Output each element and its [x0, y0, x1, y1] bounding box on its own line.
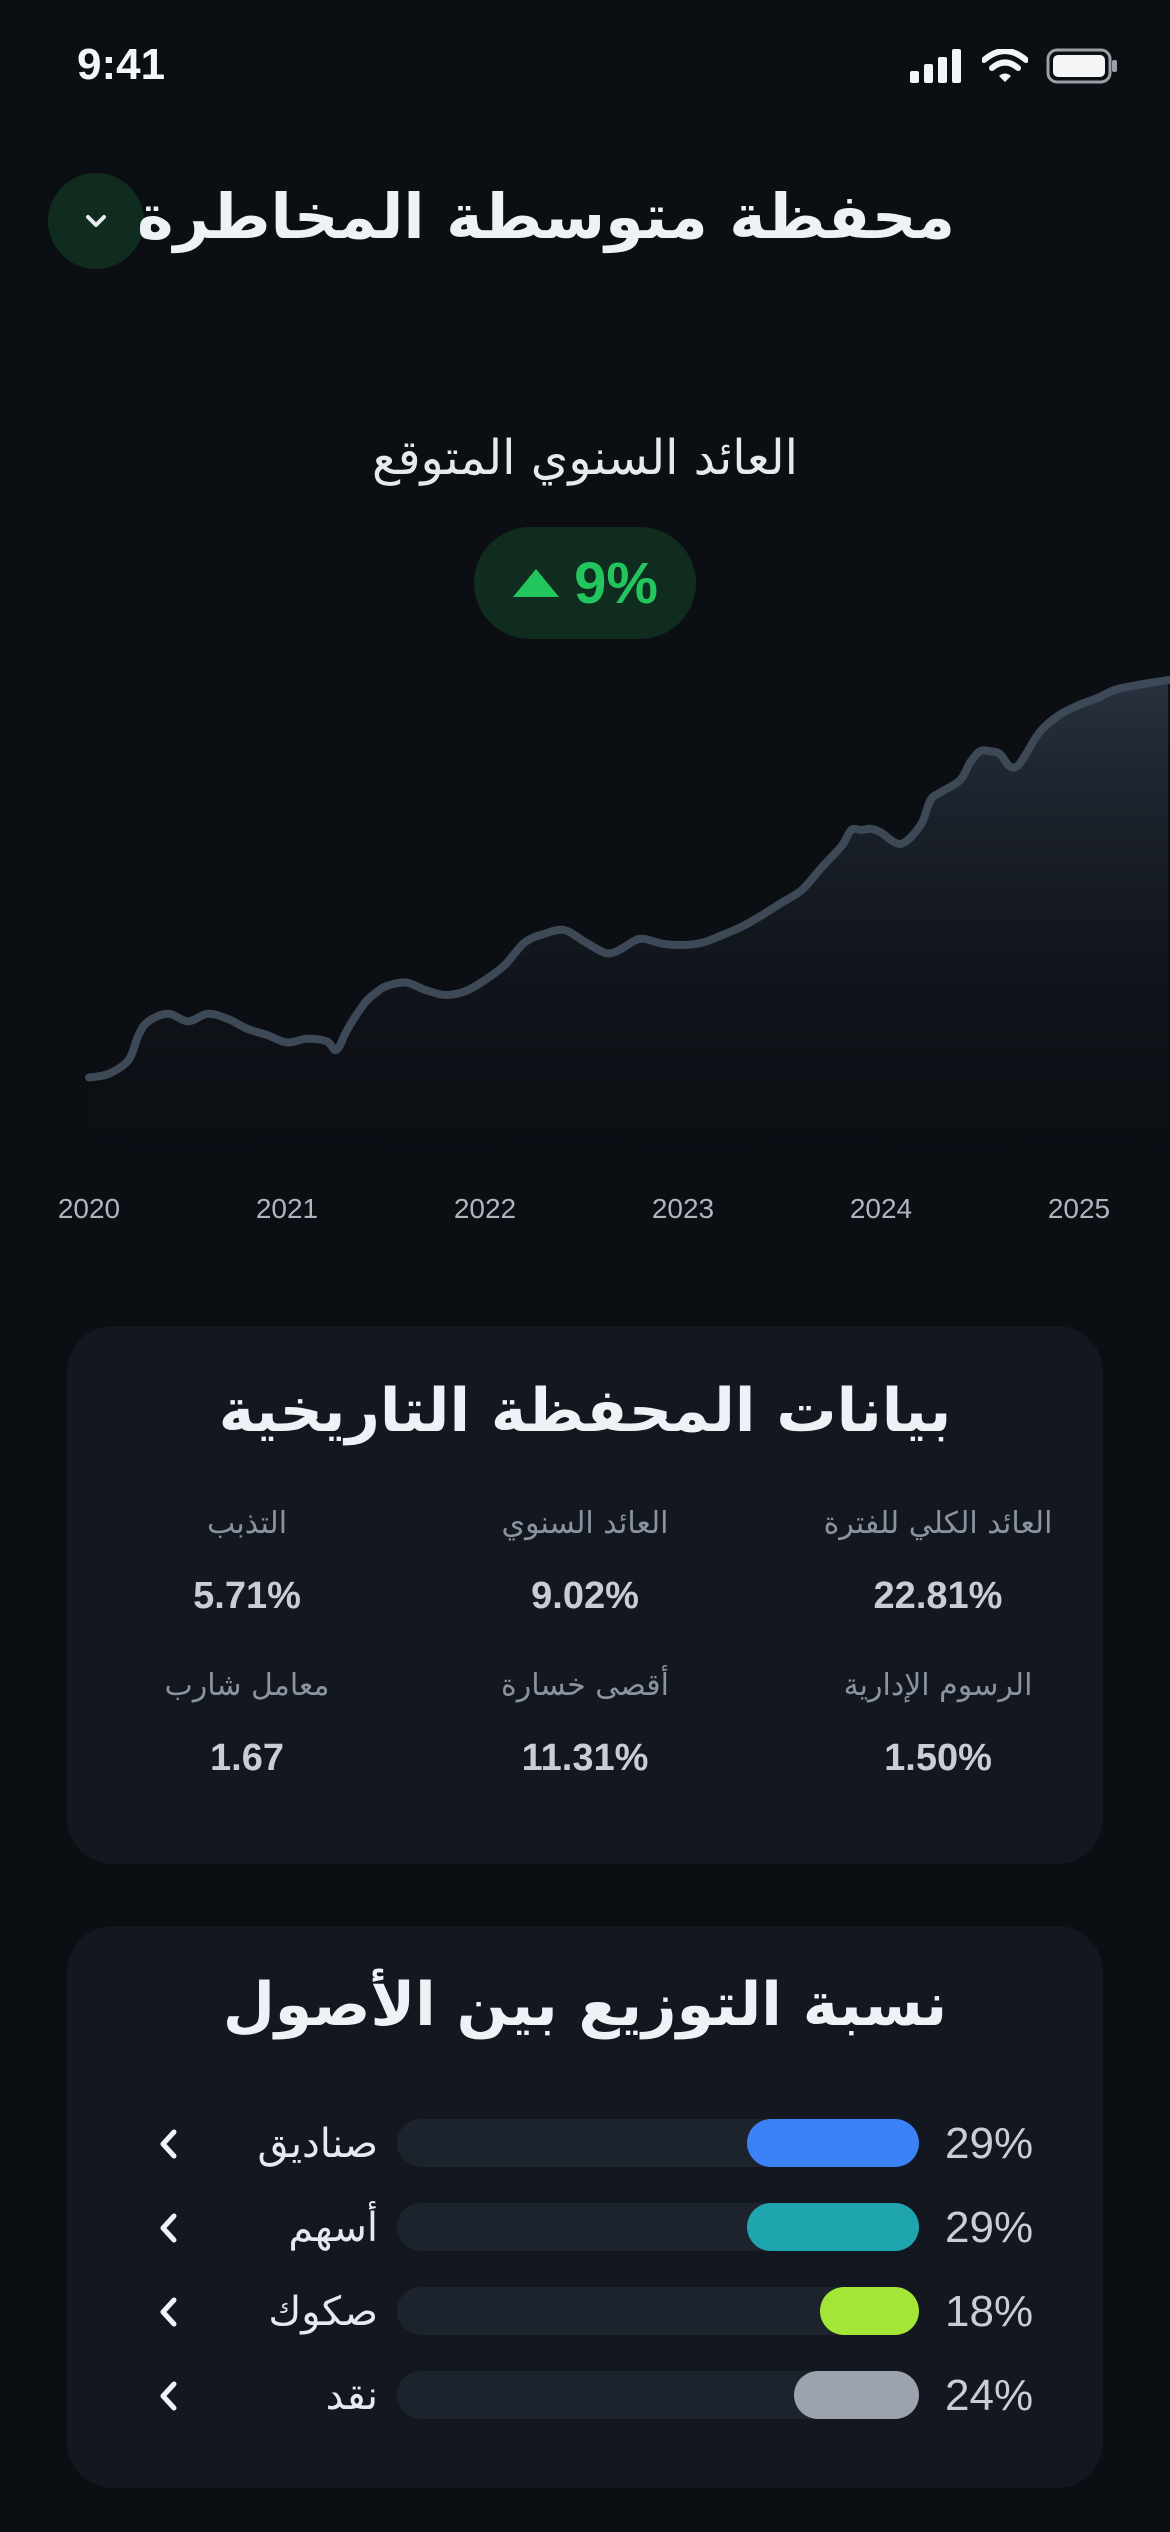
allocation-name: صناديق: [257, 2121, 378, 2167]
stat-value: 11.31%: [521, 1737, 649, 1779]
x-tick-label: 2023: [652, 1193, 714, 1224]
status-icons: [910, 48, 1118, 84]
stat-management-fees: الرسوم الإدارية 1.50%: [773, 1668, 1103, 1780]
signal-icon: [910, 49, 961, 83]
x-tick-label: 2020: [58, 1193, 120, 1224]
allocation-bar-track: [397, 2203, 919, 2251]
collapse-button[interactable]: [48, 173, 144, 269]
chevron-left-icon: [160, 2297, 177, 2327]
chevron-down-icon: [86, 215, 106, 227]
chart-series-line: [85, 676, 1170, 1082]
stat-label: الرسوم الإدارية: [843, 1668, 1033, 1703]
allocation-name: أسهم: [288, 2205, 378, 2251]
stat-value: 22.81%: [873, 1575, 1003, 1617]
history-card: بيانات المحفظة التاريخية العائد الكلي لل…: [67, 1326, 1103, 1864]
battery-icon: [1046, 48, 1117, 84]
allocation-name: صكوك: [268, 2289, 378, 2335]
chevron-left-icon: [160, 2381, 177, 2411]
header: محفظة متوسطة المخاطرة: [0, 170, 1170, 270]
stat-total-return: العائد الكلي للفترة 22.81%: [773, 1506, 1103, 1618]
allocation-card: نسبة التوزيع بين الأصول صناديق 29% أسهم …: [67, 1926, 1103, 2488]
stat-max-drawdown: أقصى خسارة 11.31%: [420, 1668, 750, 1780]
stat-value: 9.02%: [531, 1575, 639, 1617]
x-tick-label: 2025: [1048, 1193, 1110, 1224]
history-title: بيانات المحفظة التاريخية: [218, 1376, 952, 1446]
allocation-bar-track: [397, 2287, 919, 2335]
stat-label: التذبب: [206, 1506, 288, 1541]
stat-label: أقصى خسارة: [501, 1668, 669, 1703]
x-tick-label: 2021: [256, 1193, 318, 1224]
allocation-bar-fill: [746, 2119, 919, 2167]
allocation-row-stocks[interactable]: أسهم 29%: [67, 2198, 1103, 2258]
allocation-title: نسبة التوزيع بين الأصول: [222, 1970, 948, 2040]
chart-area-fill: [89, 680, 1169, 1200]
stat-value: 5.71%: [193, 1575, 301, 1617]
wifi-icon: [982, 49, 1028, 82]
expected-return-value: 9%: [574, 550, 658, 616]
allocation-row-cash[interactable]: نقد 24%: [67, 2366, 1103, 2426]
allocation-bar-fill: [793, 2371, 919, 2419]
stat-volatility: التذبب 5.71%: [82, 1506, 412, 1618]
stat-sharpe-ratio: معامل شارب 1.67: [82, 1668, 412, 1780]
stat-annual-return: العائد السنوي 9.02%: [420, 1506, 750, 1618]
performance-chart: 2020 2021 2022 2023 2024 2025: [58, 676, 1170, 1224]
x-tick-label: 2024: [850, 1193, 912, 1224]
stat-value: 1.67: [210, 1737, 284, 1779]
allocation-percent: 18%: [945, 2287, 1034, 2336]
allocation-bar-fill: [819, 2287, 919, 2335]
allocation-name: نقد: [325, 2373, 378, 2419]
chevron-left-icon: [160, 2213, 177, 2243]
x-tick-label: 2022: [454, 1193, 516, 1224]
page-title: محفظة متوسطة المخاطرة: [136, 180, 955, 253]
expected-return-label: العائد السنوي المتوقع: [372, 430, 798, 486]
stat-label: معامل شارب: [164, 1668, 330, 1703]
expected-return-badge: 9%: [474, 527, 696, 639]
allocation-percent: 29%: [945, 2119, 1034, 2168]
allocation-row-sukuk[interactable]: صكوك 18%: [67, 2282, 1103, 2342]
allocation-row-funds[interactable]: صناديق 29%: [67, 2114, 1103, 2174]
allocation-bar-track: [397, 2371, 919, 2419]
triangle-up-icon: [513, 569, 560, 597]
stat-label: العائد السنوي: [501, 1506, 669, 1541]
stat-value: 1.50%: [884, 1737, 992, 1779]
chevron-left-icon: [160, 2129, 177, 2159]
allocation-percent: 29%: [945, 2203, 1034, 2252]
status-bar: 9:41: [0, 0, 1170, 130]
allocation-bar-track: [397, 2119, 919, 2167]
allocation-bar-fill: [746, 2203, 919, 2251]
status-time: 9:41: [77, 40, 166, 89]
stat-label: العائد الكلي للفترة: [823, 1506, 1053, 1541]
allocation-percent: 24%: [945, 2371, 1034, 2420]
